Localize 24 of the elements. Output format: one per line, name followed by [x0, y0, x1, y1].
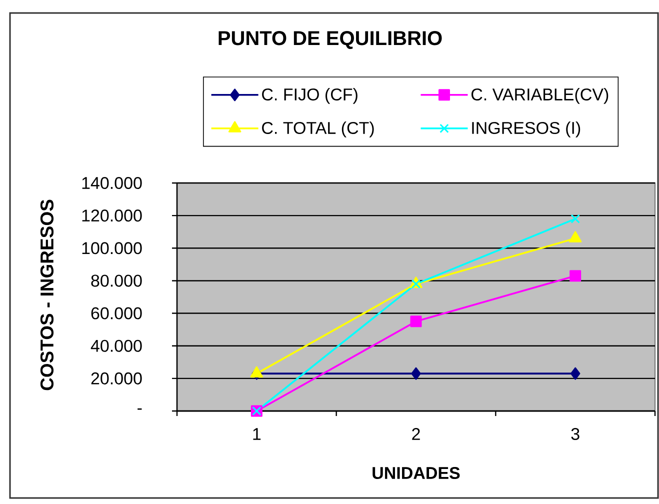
y-tick-label: 40.000	[90, 340, 142, 352]
point	[411, 367, 421, 380]
chart-title: PUNTO DE EQUILIBRIO	[218, 31, 442, 49]
legend-label: C. TOTAL (CT)	[262, 122, 374, 138]
point	[570, 214, 580, 224]
legend-label: C. FIJO (CF)	[262, 88, 358, 104]
x-axis-title: UNIDADES	[372, 466, 460, 480]
y-tick-label: 60.000	[91, 307, 142, 320]
x-tick-label: 3	[571, 428, 580, 440]
y-tick-label: 20.000	[91, 372, 142, 384]
point	[570, 270, 582, 282]
y-tick-label: 140.000	[82, 176, 142, 190]
x-tick-label: 2	[412, 428, 420, 440]
y-tick-label: 120.000	[82, 210, 142, 222]
y-axis-title: COSTOS - INGRESOS	[40, 200, 54, 390]
legend-label: INGRESOS (I)	[472, 122, 580, 138]
y-tick-label: 100.000	[82, 242, 142, 254]
point	[411, 279, 421, 289]
x-tick-label: 1	[253, 428, 261, 440]
point	[410, 316, 422, 328]
point	[570, 367, 580, 380]
y-tick-label: 80.000	[91, 274, 142, 287]
y-tick-label: -	[138, 408, 142, 410]
legend-label: C. VARIABLE(CV)	[471, 88, 608, 104]
